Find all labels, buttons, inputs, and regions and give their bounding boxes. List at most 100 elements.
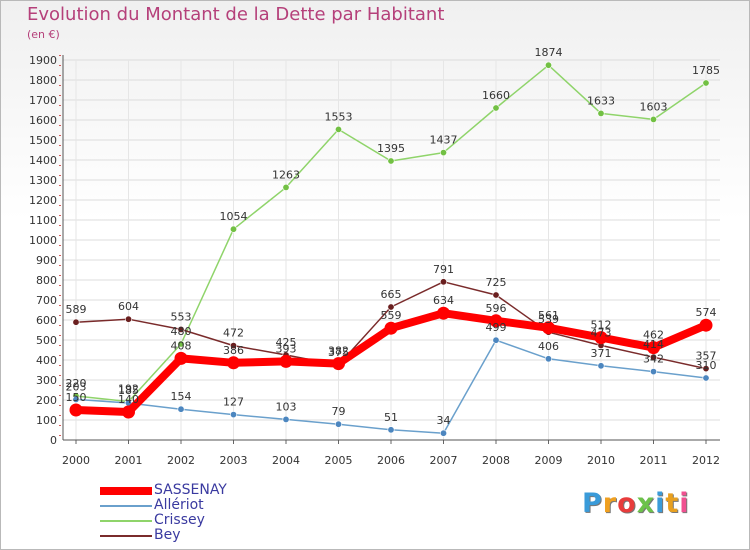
data-label: 512 bbox=[591, 319, 612, 332]
data-label: 589 bbox=[66, 303, 87, 316]
x-tick-label: 2001 bbox=[115, 454, 143, 467]
data-point bbox=[174, 351, 188, 365]
data-point bbox=[227, 356, 240, 370]
data-point bbox=[439, 278, 447, 286]
data-point bbox=[594, 331, 608, 345]
data-point bbox=[334, 125, 342, 133]
y-tick-label: 1800 bbox=[29, 74, 57, 87]
data-label: 604 bbox=[118, 300, 139, 313]
data-label: 472 bbox=[223, 327, 244, 340]
legend-swatch bbox=[100, 487, 152, 495]
legend-label: Bey bbox=[154, 527, 181, 543]
data-label: 357 bbox=[696, 350, 717, 363]
data-label: 414 bbox=[643, 338, 664, 351]
series-lines bbox=[69, 61, 713, 437]
x-tick-label: 2005 bbox=[325, 454, 353, 467]
data-point bbox=[439, 149, 447, 157]
data-label: 1553 bbox=[325, 110, 353, 123]
chart-unit: (en €) bbox=[27, 28, 60, 41]
data-label: 462 bbox=[643, 329, 664, 342]
data-label: 375 bbox=[328, 346, 349, 359]
legend-swatch bbox=[100, 535, 152, 537]
data-label: 51 bbox=[384, 411, 398, 424]
data-point bbox=[597, 109, 605, 117]
x-tick-label: 2011 bbox=[640, 454, 668, 467]
y-tick-label: 400 bbox=[36, 354, 57, 367]
data-point bbox=[492, 336, 500, 344]
y-tick-label: 900 bbox=[36, 254, 57, 267]
data-point bbox=[282, 415, 290, 423]
legend-label: Crissey bbox=[154, 512, 205, 528]
y-tick-label: 1900 bbox=[29, 54, 57, 67]
data-point bbox=[230, 342, 238, 350]
y-tick-label: 0 bbox=[50, 434, 57, 447]
data-point bbox=[702, 365, 710, 373]
data-label: 473 bbox=[591, 326, 612, 339]
data-label: 596 bbox=[486, 302, 507, 315]
legend-swatch bbox=[100, 505, 152, 507]
data-label: 393 bbox=[276, 342, 297, 355]
data-point bbox=[702, 374, 710, 382]
data-point bbox=[649, 368, 657, 376]
data-label: 480 bbox=[171, 325, 192, 338]
data-label: 561 bbox=[538, 309, 559, 322]
x-tick-label: 2010 bbox=[587, 454, 615, 467]
data-point bbox=[597, 362, 605, 370]
y-tick-label: 1500 bbox=[29, 134, 57, 147]
data-label: 665 bbox=[381, 288, 402, 301]
data-label: 140 bbox=[118, 393, 139, 406]
data-label: 34 bbox=[437, 414, 451, 427]
data-point bbox=[177, 340, 185, 348]
data-point bbox=[69, 403, 83, 417]
x-tick-label: 2002 bbox=[167, 454, 195, 467]
data-label: 1263 bbox=[272, 168, 300, 181]
x-tick-label: 2009 bbox=[535, 454, 563, 467]
y-tick-label: 100 bbox=[36, 414, 57, 427]
data-point bbox=[72, 395, 80, 403]
data-label: 342 bbox=[643, 353, 664, 366]
axes: 0 100 200 300 400 500 600 700 800 900 1000 1100 1200… bbox=[29, 54, 720, 467]
data-point bbox=[125, 315, 133, 323]
data-label: 192 bbox=[118, 383, 139, 396]
y-tick-label: 1300 bbox=[29, 174, 57, 187]
y-tick-label: 1000 bbox=[29, 234, 57, 247]
data-point bbox=[384, 321, 398, 335]
x-tick-label: 2003 bbox=[220, 454, 248, 467]
data-point bbox=[177, 405, 185, 413]
x-tick-label: 2006 bbox=[377, 454, 405, 467]
data-label: 553 bbox=[171, 310, 192, 323]
y-tick-label: 600 bbox=[36, 314, 57, 327]
data-label: 310 bbox=[696, 359, 717, 372]
y-tick-label: 200 bbox=[36, 394, 57, 407]
data-point bbox=[649, 115, 657, 123]
data-label: 371 bbox=[591, 347, 612, 360]
legend-label: Allériot bbox=[154, 497, 204, 513]
data-label: 499 bbox=[486, 321, 507, 334]
x-tick-label: 2000 bbox=[62, 454, 90, 467]
y-tick-label: 1400 bbox=[29, 154, 57, 167]
y-tick-label: 800 bbox=[36, 274, 57, 287]
y-tick-label: 1600 bbox=[29, 114, 57, 127]
x-tick-label: 2004 bbox=[272, 454, 300, 467]
data-label: 79 bbox=[332, 405, 346, 418]
data-point bbox=[122, 405, 135, 419]
chart-title: Evolution du Montant de la Dette par Hab… bbox=[27, 4, 445, 25]
data-point bbox=[334, 420, 342, 428]
data-point bbox=[279, 354, 293, 368]
data-point bbox=[439, 429, 447, 437]
x-tick-label: 2012 bbox=[692, 454, 720, 467]
data-label: 559 bbox=[381, 309, 402, 322]
x-tick-label: 2008 bbox=[482, 454, 510, 467]
data-label: 1874 bbox=[535, 46, 563, 59]
data-label: 382 bbox=[328, 345, 349, 358]
data-point bbox=[544, 355, 552, 363]
y-tick-label: 700 bbox=[36, 294, 57, 307]
data-point bbox=[177, 325, 185, 333]
data-point bbox=[492, 104, 500, 112]
data-label: 185 bbox=[118, 384, 139, 397]
data-label: 1437 bbox=[430, 134, 458, 147]
data-label: 1633 bbox=[587, 94, 615, 107]
data-label: 406 bbox=[538, 340, 559, 353]
data-label: 150 bbox=[66, 391, 87, 404]
